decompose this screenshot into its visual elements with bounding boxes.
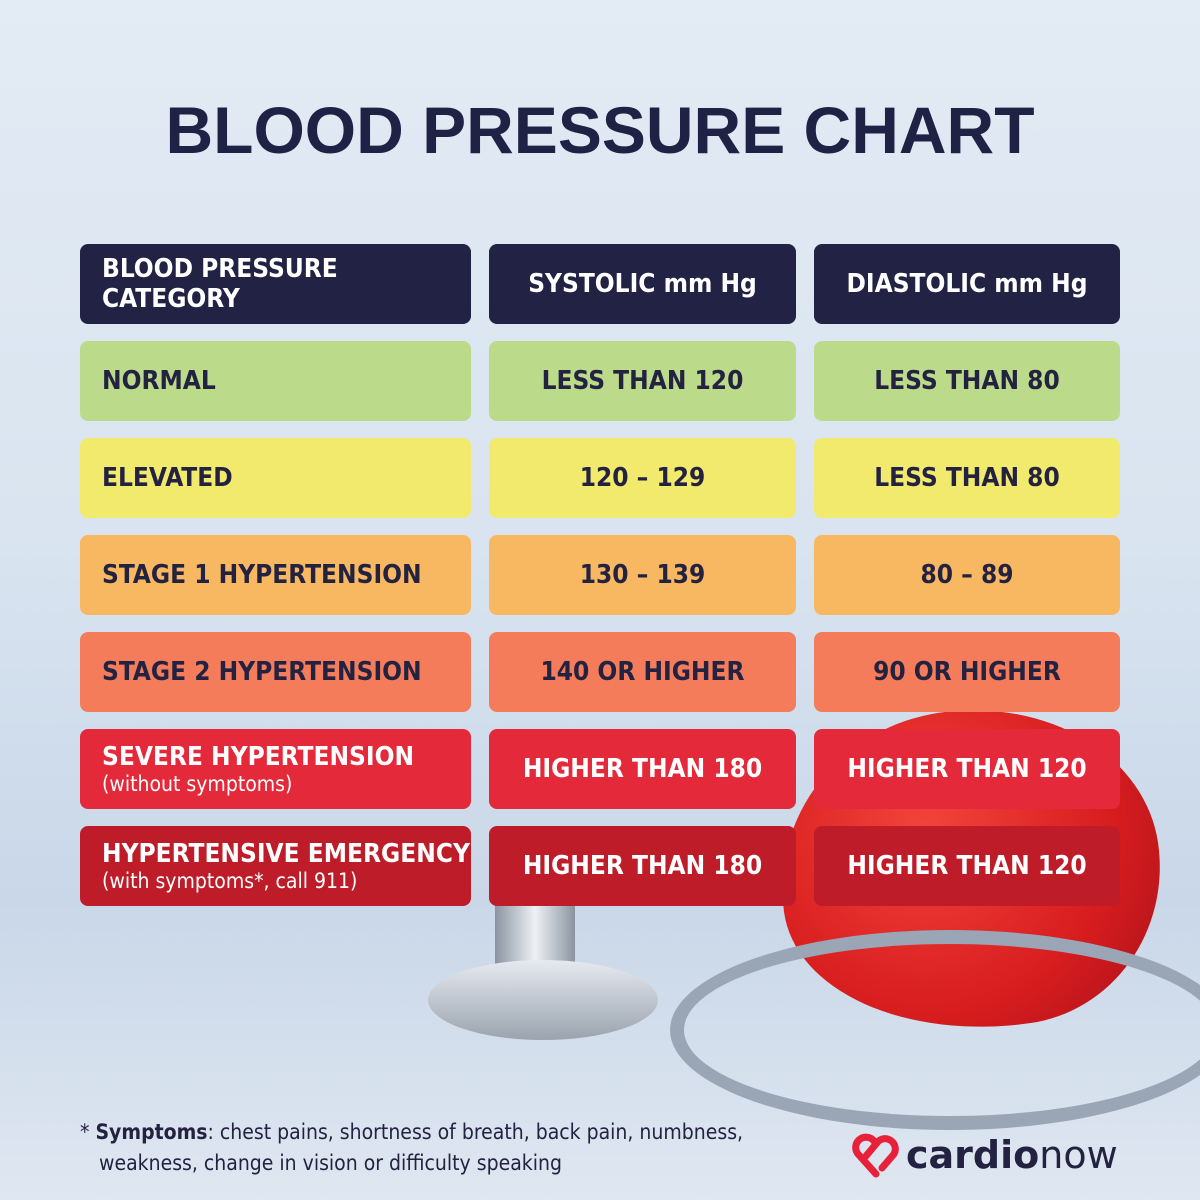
category-label: NORMAL — [102, 366, 216, 396]
row-category-cell: STAGE 1 HYPERTENSION — [80, 535, 471, 615]
row-diastolic-cell: 90 OR HIGHER — [814, 632, 1120, 712]
footnote-text: : chest pains, shortness of breath, back… — [207, 1120, 744, 1144]
systolic-value: HIGHER THAN 180 — [522, 754, 763, 784]
row-category-cell: STAGE 2 HYPERTENSION — [80, 632, 471, 712]
row-systolic-cell: 130 – 139 — [489, 535, 796, 615]
header-category: BLOOD PRESSURE CATEGORY — [80, 244, 471, 324]
category-note: (without symptoms) — [102, 772, 293, 796]
diastolic-value: HIGHER THAN 120 — [847, 851, 1087, 881]
row-diastolic-cell: LESS THAN 80 — [814, 438, 1120, 518]
header-systolic: SYSTOLIC mm Hg — [489, 244, 796, 324]
systolic-value: 140 OR HIGHER — [540, 657, 745, 687]
stethoscope-chestpiece — [428, 960, 658, 1040]
category-label: STAGE 1 HYPERTENSION — [102, 560, 422, 590]
row-category-cell: ELEVATED — [80, 438, 471, 518]
footnote-label: Symptoms — [95, 1120, 208, 1144]
systolic-value: 120 – 129 — [579, 463, 706, 493]
cardionow-logo: cardionow — [852, 1132, 1118, 1178]
diastolic-value: HIGHER THAN 120 — [847, 754, 1087, 784]
row-category-cell: NORMAL — [80, 341, 471, 421]
row-diastolic-cell: 80 – 89 — [814, 535, 1120, 615]
row-systolic-cell: LESS THAN 120 — [489, 341, 796, 421]
footnote: * Symptoms: chest pains, shortness of br… — [80, 1117, 743, 1179]
row-diastolic-cell: HIGHER THAN 120 — [814, 826, 1120, 906]
row-diastolic-cell: HIGHER THAN 120 — [814, 729, 1120, 809]
diastolic-value: LESS THAN 80 — [874, 366, 1060, 396]
category-note: (with symptoms*, call 911) — [102, 869, 358, 893]
diastolic-value: 90 OR HIGHER — [873, 657, 1061, 687]
logo-text-light: now — [1039, 1133, 1118, 1177]
logo-text-bold: cardio — [906, 1133, 1040, 1177]
page-title: BLOOD PRESSURE CHART — [165, 93, 1035, 167]
row-systolic-cell: HIGHER THAN 180 — [489, 826, 796, 906]
category-label: SEVERE HYPERTENSION — [102, 742, 415, 772]
row-systolic-cell: 140 OR HIGHER — [489, 632, 796, 712]
row-systolic-cell: 120 – 129 — [489, 438, 796, 518]
footnote-line2: weakness, change in vision or difficulty… — [99, 1151, 562, 1175]
row-category-cell: SEVERE HYPERTENSION (without symptoms) — [80, 729, 471, 809]
header-diastolic: DIASTOLIC mm Hg — [814, 244, 1120, 324]
diastolic-value: 80 – 89 — [920, 560, 1014, 590]
systolic-value: LESS THAN 120 — [541, 366, 744, 396]
row-diastolic-cell: LESS THAN 80 — [814, 341, 1120, 421]
category-label: HYPERTENSIVE EMERGENCY — [102, 839, 470, 869]
category-label: ELEVATED — [102, 463, 233, 493]
footnote-star: * — [80, 1120, 96, 1144]
row-systolic-cell: HIGHER THAN 180 — [489, 729, 796, 809]
systolic-value: 130 – 139 — [579, 560, 706, 590]
heart-logo-icon — [852, 1133, 899, 1178]
systolic-value: HIGHER THAN 180 — [522, 851, 763, 881]
category-label: STAGE 2 HYPERTENSION — [102, 657, 422, 687]
row-category-cell: HYPERTENSIVE EMERGENCY (with symptoms*, c… — [80, 826, 471, 906]
diastolic-value: LESS THAN 80 — [874, 463, 1060, 493]
stethoscope-tube — [670, 930, 1200, 1130]
